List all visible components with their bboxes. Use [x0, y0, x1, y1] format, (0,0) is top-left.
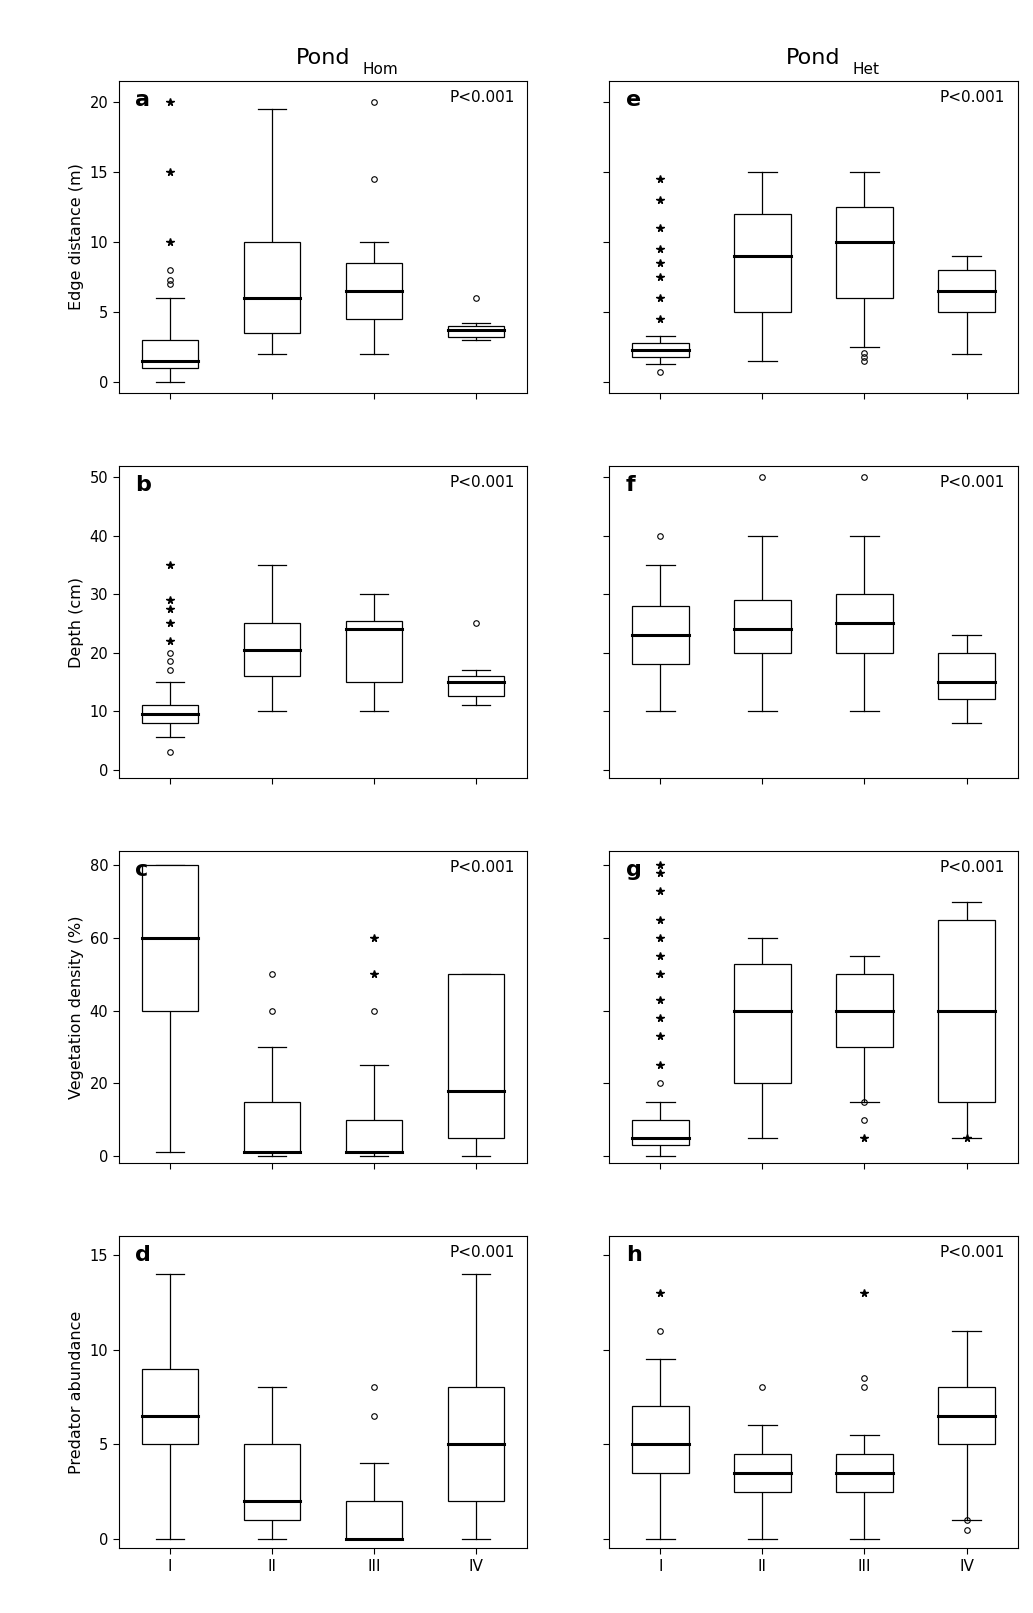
Y-axis label: Depth (cm): Depth (cm)	[69, 576, 84, 668]
Bar	[837, 206, 893, 298]
Text: Pond: Pond	[786, 48, 841, 68]
Text: P<0.001: P<0.001	[449, 476, 514, 490]
Bar	[837, 594, 893, 653]
Bar	[142, 866, 198, 1011]
Bar	[632, 1407, 689, 1473]
Bar	[632, 606, 689, 665]
Text: P<0.001: P<0.001	[940, 860, 1005, 876]
Bar	[837, 1453, 893, 1492]
Bar	[938, 1387, 995, 1444]
Text: g: g	[626, 860, 641, 881]
Text: h: h	[626, 1245, 641, 1265]
Text: e: e	[626, 90, 640, 110]
Text: f: f	[626, 476, 635, 495]
Y-axis label: Edge distance (m): Edge distance (m)	[69, 163, 84, 310]
Text: a: a	[135, 90, 150, 110]
Bar	[734, 1453, 790, 1492]
Bar	[244, 624, 300, 676]
Bar	[447, 974, 504, 1137]
Bar	[938, 919, 995, 1102]
Bar	[244, 1444, 300, 1519]
Text: Het: Het	[853, 63, 880, 77]
Bar	[734, 215, 790, 311]
Text: P<0.001: P<0.001	[449, 1245, 514, 1260]
Text: d: d	[135, 1245, 151, 1265]
Text: P<0.001: P<0.001	[449, 860, 514, 876]
Bar	[632, 342, 689, 356]
Y-axis label: Predator abundance: Predator abundance	[69, 1311, 85, 1474]
Bar	[447, 326, 504, 337]
Bar	[346, 1502, 402, 1539]
Bar	[346, 263, 402, 319]
Bar	[142, 705, 198, 723]
Text: Pond: Pond	[295, 48, 350, 68]
Text: P<0.001: P<0.001	[940, 1245, 1005, 1260]
Bar	[142, 1368, 198, 1444]
Text: P<0.001: P<0.001	[449, 90, 514, 105]
Bar	[938, 653, 995, 700]
Bar	[734, 600, 790, 653]
Bar	[938, 269, 995, 311]
Y-axis label: Vegetation density (%): Vegetation density (%)	[69, 915, 84, 1098]
Bar	[632, 1119, 689, 1145]
Bar	[447, 676, 504, 697]
Text: Hom: Hom	[362, 63, 398, 77]
Bar	[142, 340, 198, 368]
Bar	[346, 1119, 402, 1152]
Text: b: b	[135, 476, 151, 495]
Bar	[734, 963, 790, 1084]
Bar	[244, 1102, 300, 1152]
Bar	[346, 621, 402, 682]
Bar	[244, 242, 300, 332]
Text: P<0.001: P<0.001	[940, 476, 1005, 490]
Bar	[837, 974, 893, 1047]
Text: P<0.001: P<0.001	[940, 90, 1005, 105]
Text: c: c	[135, 860, 149, 881]
Bar	[447, 1387, 504, 1502]
